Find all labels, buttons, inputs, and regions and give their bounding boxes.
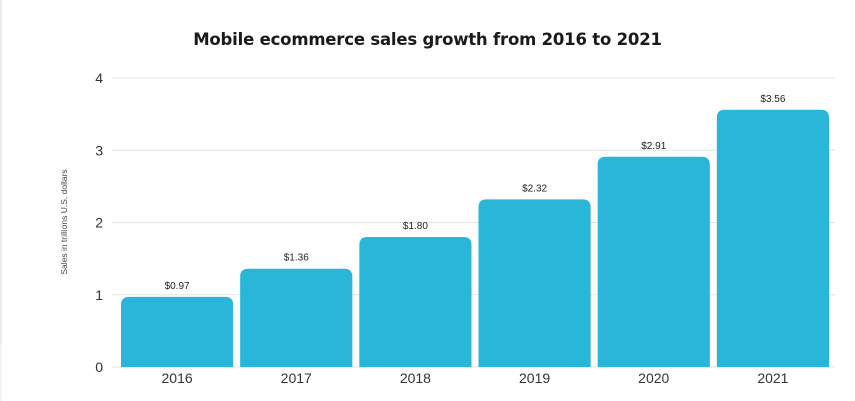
chart-title: Mobile ecommerce sales growth from 2016 … bbox=[193, 30, 662, 49]
bar-2018 bbox=[359, 236, 472, 367]
data-label: $2.32 bbox=[522, 183, 547, 194]
data-label: $3.56 bbox=[760, 94, 785, 105]
bar-2020 bbox=[597, 156, 710, 367]
y-tick-label: 1 bbox=[95, 287, 103, 303]
window-edge-lower bbox=[0, 345, 2, 401]
x-tick-label: 2019 bbox=[519, 370, 550, 386]
bar-2016 bbox=[121, 296, 234, 367]
bar-2017 bbox=[240, 268, 353, 367]
y-tick-label: 3 bbox=[95, 142, 103, 158]
data-label: $0.97 bbox=[165, 281, 190, 292]
data-label: $1.36 bbox=[284, 253, 309, 264]
x-tick-label: 2021 bbox=[757, 370, 788, 386]
bar-2021 bbox=[716, 109, 829, 367]
window-edge bbox=[0, 0, 2, 345]
data-label: $2.91 bbox=[641, 141, 666, 152]
y-tick-label: 4 bbox=[95, 70, 103, 86]
x-tick-label: 2020 bbox=[638, 370, 669, 386]
data-label: $1.80 bbox=[403, 221, 428, 232]
x-tick-label: 2018 bbox=[400, 370, 431, 386]
y-tick-label: 2 bbox=[95, 215, 103, 231]
y-tick-label: 0 bbox=[95, 359, 103, 375]
x-tick-label: 2016 bbox=[162, 370, 193, 386]
x-tick-label: 2017 bbox=[281, 370, 312, 386]
bar-2019 bbox=[478, 199, 591, 367]
